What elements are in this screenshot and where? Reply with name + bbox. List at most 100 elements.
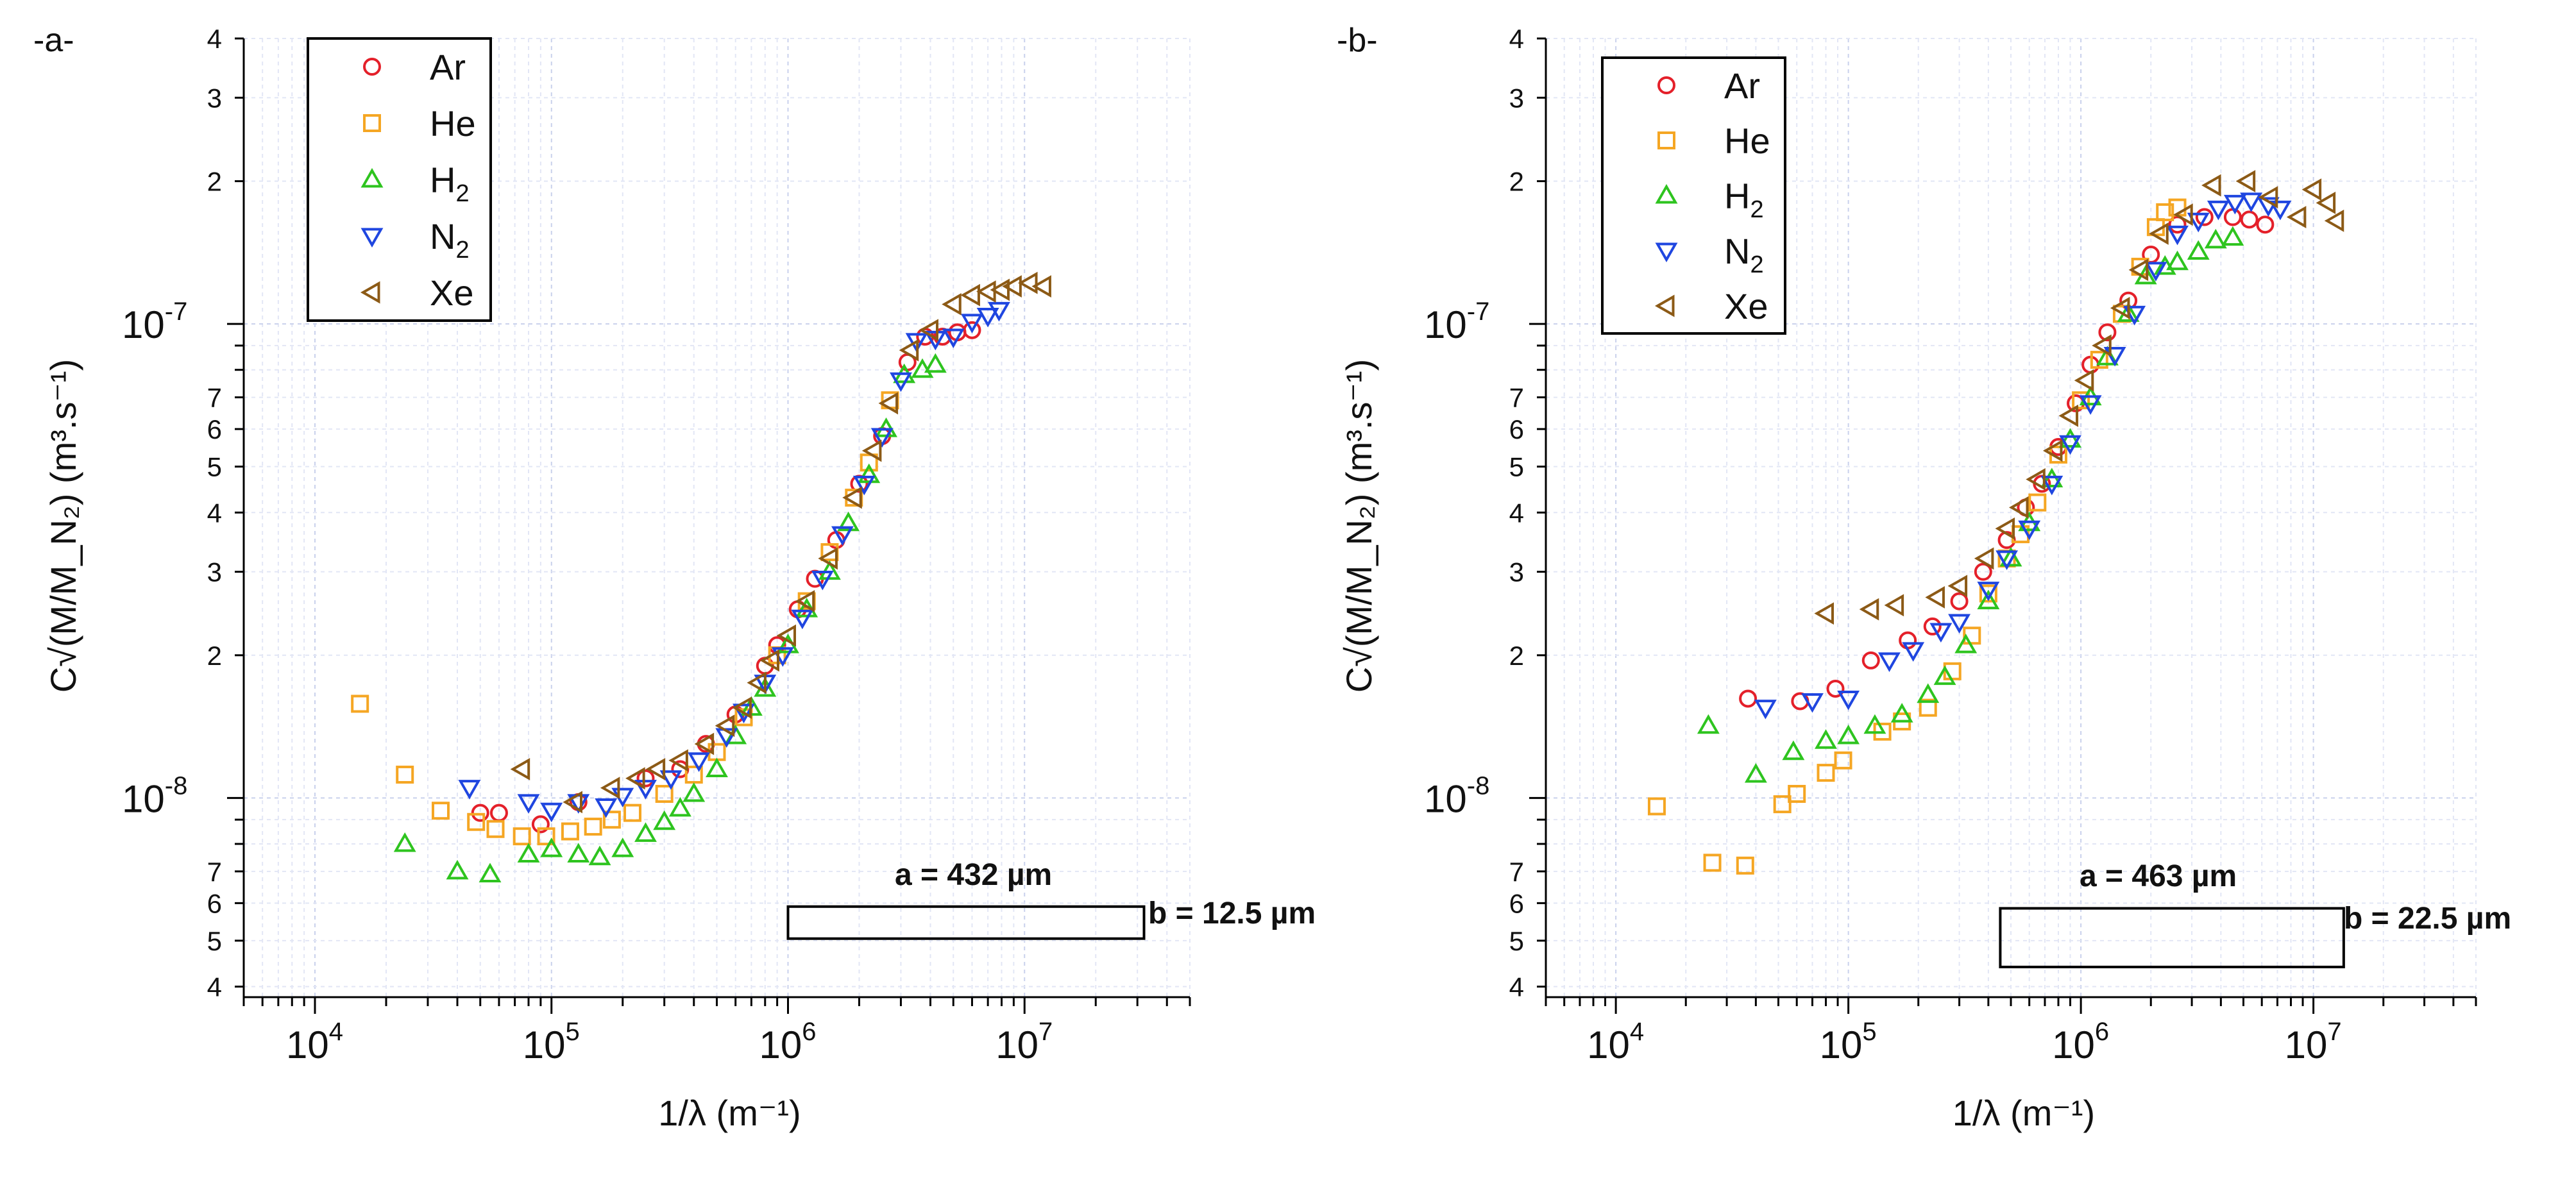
data-point-h2 bbox=[393, 832, 416, 852]
data-point-he bbox=[1788, 784, 1806, 803]
legend-label: H2 bbox=[1724, 176, 1764, 223]
data-point-xe bbox=[2110, 296, 2130, 319]
data-point-h2 bbox=[2204, 228, 2227, 249]
data-point-n2 bbox=[961, 314, 983, 333]
data-point-h2 bbox=[2221, 226, 2244, 246]
data-point-xe bbox=[1814, 602, 1834, 625]
data-point-ar bbox=[2195, 208, 2214, 226]
data-point-xe bbox=[2026, 468, 2046, 491]
y-minor-tick-label: 6 bbox=[207, 414, 222, 444]
data-point-n2 bbox=[1929, 623, 1953, 643]
legend-label: Ar bbox=[1724, 65, 1760, 106]
data-point-ar bbox=[471, 804, 489, 822]
data-point-ar bbox=[963, 321, 981, 339]
data-point-n2 bbox=[2079, 395, 2102, 415]
data-point-n2 bbox=[831, 526, 854, 546]
data-point-n2 bbox=[889, 372, 912, 392]
y-minor-tick-label: 5 bbox=[1509, 452, 1524, 482]
data-point-n2 bbox=[2103, 347, 2126, 367]
data-point-ar bbox=[636, 769, 655, 787]
data-point-ar bbox=[1899, 631, 1917, 650]
data-point-xe bbox=[2008, 496, 2029, 519]
y-minor-tick-label: 3 bbox=[1509, 557, 1524, 587]
box-b-label: b = 12.5 µm bbox=[1148, 896, 1316, 930]
data-point-n2 bbox=[2269, 200, 2292, 221]
legend-label: N2 bbox=[430, 216, 470, 264]
data-point-h2 bbox=[1837, 724, 1860, 745]
data-point-n2 bbox=[1837, 690, 1860, 711]
data-point-he bbox=[584, 818, 602, 836]
data-point-ar bbox=[2240, 210, 2258, 229]
data-point-n2 bbox=[2018, 520, 2041, 541]
data-point-n2 bbox=[2059, 435, 2081, 455]
y-tick-label: 10-8 bbox=[122, 771, 187, 820]
data-point-he bbox=[2156, 203, 2174, 221]
y-axis-title: C√(M/M_N₂) (m³.s⁻¹) bbox=[43, 359, 83, 693]
y-minor-tick-label: 5 bbox=[207, 452, 222, 482]
panel-label: -b- bbox=[1337, 22, 1378, 59]
data-point-h2 bbox=[1697, 714, 1720, 734]
data-point-xe bbox=[2058, 404, 2079, 427]
data-point-h2 bbox=[2117, 302, 2140, 322]
data-point-n2 bbox=[1754, 700, 1777, 719]
x-tick-label: 104 bbox=[286, 1018, 343, 1066]
data-point-h2 bbox=[858, 463, 881, 484]
data-point-n2 bbox=[870, 428, 894, 448]
data-point-ar bbox=[1861, 651, 1880, 669]
data-point-xe bbox=[818, 547, 838, 570]
data-point-he bbox=[623, 804, 642, 822]
data-point-xe bbox=[2173, 203, 2193, 226]
data-point-n2 bbox=[733, 703, 755, 723]
y-minor-tick-label: 4 bbox=[207, 498, 222, 528]
data-point-xe bbox=[861, 439, 882, 462]
data-point-he bbox=[561, 822, 579, 841]
y-minor-tick-label: 7 bbox=[207, 857, 222, 887]
series-n2 bbox=[1754, 192, 2292, 719]
legend-box bbox=[1601, 56, 1786, 335]
data-point-he bbox=[537, 827, 555, 846]
data-point-he bbox=[486, 820, 505, 838]
data-point-h2 bbox=[446, 859, 469, 880]
legend-label: He bbox=[1724, 121, 1770, 161]
data-point-h2 bbox=[706, 757, 728, 777]
data-point-xe bbox=[732, 696, 752, 719]
data-point-xe bbox=[2074, 369, 2094, 392]
data-point-ar bbox=[1923, 617, 1942, 635]
y-minor-tick-label: 3 bbox=[207, 557, 222, 587]
y-axis-title: C√(M/M_N₂) (m³.s⁻¹) bbox=[1339, 359, 1379, 693]
y-minor-tick-label: 2 bbox=[1509, 641, 1524, 671]
data-point-n2 bbox=[1902, 642, 1925, 662]
legend: Ar He H2 N2 Xe bbox=[1601, 56, 1786, 335]
data-point-h2 bbox=[611, 837, 634, 857]
data-point-h2 bbox=[1954, 634, 1978, 653]
data-point-xe bbox=[1925, 586, 1945, 609]
data-point-ar bbox=[1974, 562, 1992, 581]
data-point-he bbox=[513, 827, 531, 846]
x-tick-label: 106 bbox=[2052, 1018, 2109, 1066]
data-point-n2 bbox=[634, 780, 657, 800]
x-tick-label: 107 bbox=[2285, 1018, 2342, 1066]
data-point-h2 bbox=[1999, 546, 2022, 567]
data-point-xe bbox=[2042, 439, 2063, 462]
data-point-ar bbox=[2098, 323, 2117, 342]
legend-marker bbox=[360, 167, 384, 188]
data-point-xe bbox=[1031, 275, 1051, 298]
data-point-xe bbox=[795, 590, 815, 613]
data-point-n2 bbox=[924, 330, 947, 351]
data-point-xe bbox=[776, 624, 797, 647]
data-point-ar bbox=[2256, 215, 2275, 234]
legend: Ar He H2 N2 Xe bbox=[307, 37, 492, 322]
legend-label: Xe bbox=[430, 273, 474, 313]
data-point-h2 bbox=[1782, 740, 1805, 761]
data-point-he bbox=[2090, 351, 2108, 369]
data-point-xe bbox=[919, 319, 939, 342]
data-point-he bbox=[1919, 698, 1937, 717]
data-point-h2 bbox=[754, 677, 777, 697]
y-minor-tick-label: 5 bbox=[207, 926, 222, 956]
data-point-ar bbox=[2223, 208, 2242, 226]
data-point-xe bbox=[694, 732, 715, 755]
y-minor-tick-label: 5 bbox=[1509, 926, 1524, 956]
y-minor-tick-label: 7 bbox=[1509, 383, 1524, 413]
data-point-n2 bbox=[2207, 200, 2230, 221]
